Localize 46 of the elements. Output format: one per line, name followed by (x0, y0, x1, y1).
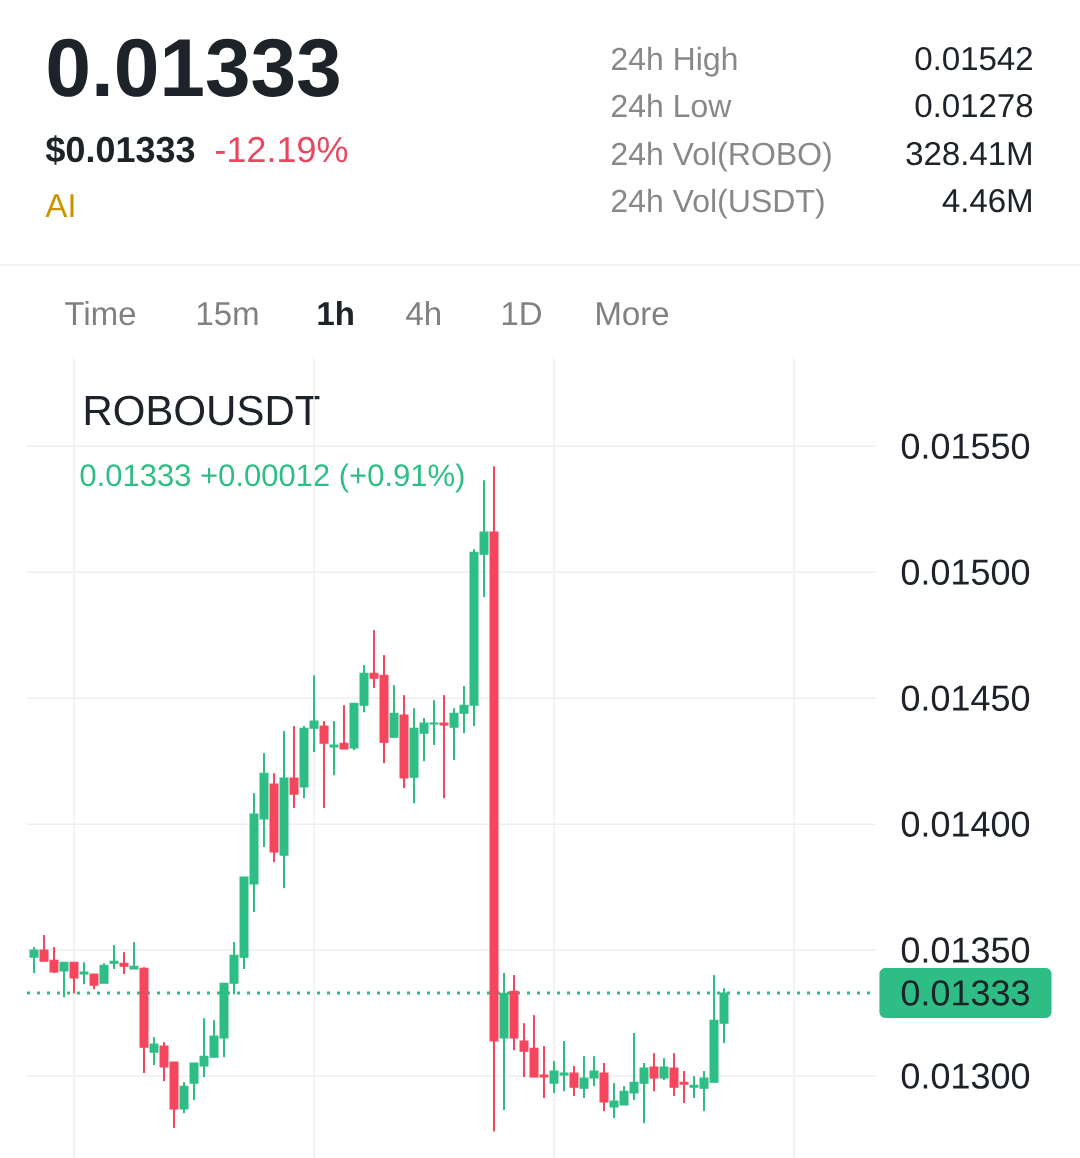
candlestick (569, 1065, 579, 1098)
candlestick (129, 941, 139, 971)
text: 0.01278 (915, 93, 1033, 118)
text: 0.01333 +0.00012 (+0.91%) (80, 463, 464, 493)
y-tick-label: 0.01550 (901, 433, 1030, 459)
text: -12.19% (216, 136, 348, 163)
candlestick (109, 944, 119, 971)
candlestick (649, 1052, 659, 1093)
candlestick (59, 961, 69, 999)
y-tick-label: 0.01500 (901, 559, 1030, 585)
candlestick (339, 704, 349, 751)
text: 24h Vol(ROBO) (612, 141, 831, 172)
text: 328.41M (906, 141, 1031, 166)
text: 4h (406, 301, 440, 325)
text: 15m (197, 302, 258, 326)
candlestick (149, 1036, 159, 1067)
candlestick (69, 961, 79, 995)
candlestick (659, 1057, 669, 1082)
text: 1h (318, 301, 353, 325)
candlestick (389, 684, 399, 739)
y-tick-label: 0.01450 (901, 685, 1030, 711)
candlestick (179, 1081, 189, 1115)
y-tick-label: 0.01400 (901, 811, 1030, 837)
candlestick (439, 694, 449, 800)
y-tick-label: 0.01350 (901, 937, 1030, 963)
candlestick (289, 725, 299, 810)
text: 24h High (612, 46, 737, 77)
text: 24h Vol(USDT) (612, 188, 824, 219)
candlestick (29, 946, 39, 975)
text: ROBOUSDT (85, 395, 320, 426)
text: $0.01333 (45, 135, 195, 165)
text: 4.46M (942, 188, 1031, 213)
ref-line-label: 0.01333 (901, 980, 1029, 1006)
candlestick (329, 720, 339, 777)
text: 0.01333 (48, 38, 339, 97)
candlestick (319, 720, 329, 810)
text: 24h Low (612, 93, 732, 118)
candlestick (119, 951, 129, 976)
text: Time (65, 301, 136, 326)
candlestick (79, 961, 89, 986)
text: More (597, 302, 669, 326)
text: 1D (502, 302, 541, 325)
y-tick-label: 0.01300 (901, 1063, 1030, 1089)
text: AI (45, 194, 74, 217)
text: 0.01542 (915, 46, 1032, 71)
candlestick (99, 962, 109, 985)
